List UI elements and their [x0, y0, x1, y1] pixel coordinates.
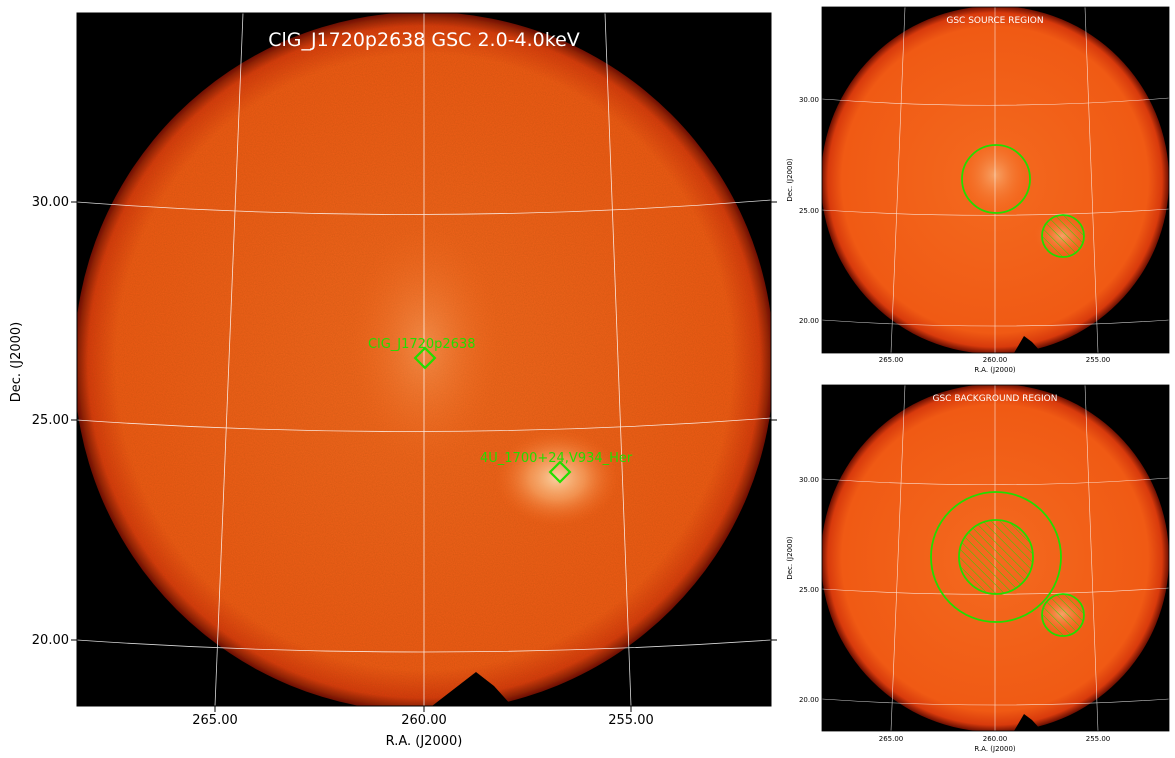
main-xlabel: R.A. (J2000) [386, 734, 463, 749]
background-annulus-outer[interactable] [930, 491, 1062, 623]
source-ylabel: Dec. (J2000) [786, 158, 794, 202]
source-marker-label: 4U_1700+24,V934_Her [480, 451, 633, 466]
main-xtick-255: 255.00 [608, 713, 654, 728]
background-annulus-inner[interactable] [958, 519, 1034, 595]
source-marker[interactable]: 4U_1700+24,V934_Her [480, 451, 633, 484]
bg-xtick-260: 260.00 [983, 735, 1008, 743]
background-panel-title: GSC BACKGROUND REGION [933, 394, 1058, 404]
source-ytick-25: 25.00 [799, 207, 819, 215]
main-xtick-265: 265.00 [192, 713, 238, 728]
source-region-circle[interactable] [961, 144, 1031, 214]
coordinate-grid [77, 13, 771, 706]
main-ytick-20: 20.00 [32, 633, 69, 648]
source-xlabel: R.A. (J2000) [974, 366, 1016, 374]
source-panel-title: GSC SOURCE REGION [946, 16, 1043, 26]
bg-xtick-265: 265.00 [879, 735, 904, 743]
source-xtick-260: 260.00 [983, 356, 1008, 364]
source-ytick-30: 30.00 [799, 96, 819, 104]
bg-xlabel: R.A. (J2000) [974, 745, 1016, 753]
excluded-source-circle-bg[interactable] [1041, 593, 1085, 637]
source-xtick-265: 265.00 [879, 356, 904, 364]
cluster-marker-label: ClG_J1720p2638 [368, 337, 476, 352]
source-xtick-255: 255.00 [1086, 356, 1111, 364]
disk-notch [432, 672, 512, 706]
main-ytick-25: 25.00 [32, 413, 69, 428]
excluded-source-circle[interactable] [1041, 214, 1085, 258]
cluster-emission [350, 225, 500, 465]
main-ticks [71, 201, 777, 712]
bg-ytick-30: 30.00 [799, 476, 819, 484]
bg-ytick-25: 25.00 [799, 586, 819, 594]
source-ytick-20: 20.00 [799, 317, 819, 325]
main-ytick-30: 30.00 [32, 195, 69, 210]
bg-xtick-255: 255.00 [1086, 735, 1111, 743]
main-title: ClG_J1720p2638 GSC 2.0-4.0keV [268, 29, 580, 51]
bg-ytick-20: 20.00 [799, 696, 819, 704]
main-ylabel: Dec. (J2000) [9, 322, 24, 402]
cluster-marker[interactable]: ClG_J1720p2638 [368, 337, 476, 370]
main-xtick-260: 260.00 [401, 713, 447, 728]
main-panel: ClG_J1720p2638 4U_1700+24,V934_Her ClG_J… [9, 12, 777, 749]
source-region-panel: GSC SOURCE REGION 30.00 25.00 20.00 265.… [786, 6, 1170, 374]
background-region-panel: GSC BACKGROUND REGION 30.00 25.00 20.00 … [786, 384, 1170, 753]
bg-ylabel: Dec. (J2000) [786, 536, 794, 580]
